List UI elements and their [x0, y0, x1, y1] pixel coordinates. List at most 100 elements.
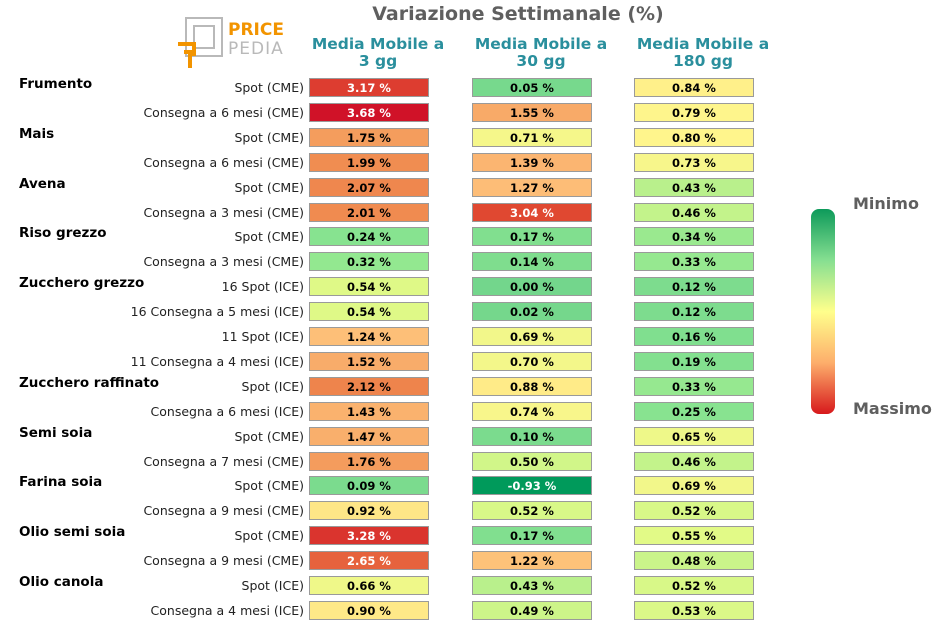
heatmap-cell: 0.43 % [634, 177, 754, 197]
heatmap-cell: 0.70 % [472, 351, 592, 371]
heatmap-cell: 0.12 % [634, 277, 754, 297]
heatmap-cell: 1.99 % [309, 152, 429, 172]
heatmap-cell: 0.74 % [472, 401, 592, 421]
row-label: Consegna a 4 mesi (ICE) [150, 602, 304, 618]
row-label: Spot (CME) [234, 428, 304, 444]
row-label: Consegna a 3 mesi (CME) [143, 254, 304, 270]
group-label: Frumento [19, 76, 93, 92]
heatmap-cell: 0.24 % [309, 227, 429, 247]
row-label: Spot (CME) [234, 129, 304, 145]
logo-mark-icon [178, 17, 223, 68]
row-label: Spot (CME) [234, 528, 304, 544]
row-label: Consegna a 6 mesi (CME) [143, 154, 304, 170]
column-header-180gg: Media Mobile a 180 gg [636, 35, 770, 70]
heatmap-cell: 0.92 % [309, 501, 429, 521]
heatmap-cell: 0.69 % [634, 476, 754, 496]
row-label: Consegna a 7 mesi (CME) [143, 453, 304, 469]
heatmap-cell: 0.34 % [634, 227, 754, 247]
heatmap-cell: 0.54 % [309, 302, 429, 322]
group-label: Mais [19, 125, 55, 142]
group-label: Farina soia [19, 474, 103, 491]
colorbar-min-label: Minimo [853, 194, 919, 213]
heatmap-cell: 0.84 % [634, 78, 754, 97]
heatmap-cell: 1.52 % [309, 351, 429, 371]
heatmap-cell: 3.04 % [472, 202, 592, 222]
row-label: 11 Spot (ICE) [221, 329, 304, 344]
heatmap-cell: 0.46 % [634, 451, 754, 471]
row-label: Consegna a 6 mesi (ICE) [150, 403, 304, 419]
row-label: Spot (ICE) [241, 578, 304, 593]
heatmap-cell: 0.88 % [472, 376, 592, 396]
heatmap-cell: 0.52 % [472, 501, 592, 521]
heatmap-cell: 0.49 % [472, 600, 592, 620]
group-label: Semi soia [19, 424, 93, 441]
heatmap-cell: 0.54 % [309, 277, 429, 297]
heatmap-cell: 1.75 % [309, 127, 429, 147]
group-label: Olio semi soia [19, 524, 126, 541]
heatmap-cell: 0.71 % [472, 127, 592, 147]
heatmap-cell: 0.33 % [634, 252, 754, 272]
heatmap-cell: 0.16 % [634, 327, 754, 346]
heatmap-cell: 0.17 % [472, 526, 592, 546]
heatmap-cell: 0.32 % [309, 252, 429, 272]
pricepedia-logo: PRICE PEDIA [178, 17, 284, 68]
heatmap-cell: 0.69 % [472, 327, 592, 346]
row-label: 11 Consegna a 4 mesi (ICE) [130, 353, 304, 369]
heatmap-cell: 0.12 % [634, 302, 754, 322]
group-label: Riso grezzo [19, 225, 107, 242]
heatmap-cell: 0.52 % [634, 576, 754, 595]
row-label: Consegna a 9 mesi (CME) [143, 553, 304, 569]
heatmap-cell: 3.68 % [309, 102, 429, 122]
heatmap-cell: 0.25 % [634, 401, 754, 421]
heatmap-cell: 0.90 % [309, 600, 429, 620]
group-label: Avena [19, 175, 66, 192]
heatmap-cell: 0.00 % [472, 277, 592, 297]
row-label: 16 Spot (ICE) [221, 279, 304, 295]
heatmap-cell: 0.46 % [634, 202, 754, 222]
heatmap-cell: 0.66 % [309, 576, 429, 595]
group-label: Olio canola [19, 574, 104, 590]
column-header-30gg: Media Mobile a 30 gg [474, 35, 608, 70]
heatmap-cell: 3.17 % [309, 78, 429, 97]
heatmap-cell: 0.73 % [634, 152, 754, 172]
heatmap-cell: 0.14 % [472, 252, 592, 272]
heatmap-cell: 1.39 % [472, 152, 592, 172]
logo-word-price: PRICE [228, 20, 284, 40]
group-label: Zucchero grezzo [19, 275, 145, 292]
heatmap-cell: 1.27 % [472, 177, 592, 197]
heatmap-cell: 1.76 % [309, 451, 429, 471]
heatmap-cell: 2.65 % [309, 551, 429, 571]
heatmap-cell: 0.09 % [309, 476, 429, 496]
heatmap-cell: 0.17 % [472, 227, 592, 247]
heatmap-cell: 0.50 % [472, 451, 592, 471]
heatmap-cell: 0.33 % [634, 376, 754, 396]
row-label: Spot (CME) [234, 478, 304, 494]
heatmap-cell: 1.47 % [309, 426, 429, 446]
heatmap-cell: -0.93 % [472, 476, 592, 496]
heatmap-cell: 0.52 % [634, 501, 754, 521]
heatmap-cell: 0.79 % [634, 102, 754, 122]
heatmap-cell: 1.43 % [309, 401, 429, 421]
heatmap-cell: 1.55 % [472, 102, 592, 122]
heatmap-cell: 0.55 % [634, 526, 754, 546]
row-label: Spot (ICE) [241, 378, 304, 394]
row-label: Spot (CME) [234, 80, 304, 95]
row-label: Consegna a 6 mesi (CME) [143, 104, 304, 120]
heatmap-cell: 2.07 % [309, 177, 429, 197]
heatmap-cell: 0.02 % [472, 302, 592, 322]
row-label: Consegna a 3 mesi (CME) [143, 204, 304, 220]
logo-word-pedia: PEDIA [228, 39, 284, 59]
heatmap-cell: 0.80 % [634, 127, 754, 147]
heatmap-cell: 0.05 % [472, 78, 592, 97]
heatmap-cell: 0.10 % [472, 426, 592, 446]
chart-title: Variazione Settimanale (%) [372, 3, 664, 25]
heatmap-cell: 0.19 % [634, 351, 754, 371]
heatmap-cell: 2.12 % [309, 376, 429, 396]
heatmap-cell: 0.48 % [634, 551, 754, 571]
colorbar-max-label: Massimo [853, 399, 932, 418]
heatmap-cell: 2.01 % [309, 202, 429, 222]
heatmap-cell: 0.53 % [634, 600, 754, 620]
heatmap-cell: 1.22 % [472, 551, 592, 571]
row-label: Spot (CME) [234, 229, 304, 245]
